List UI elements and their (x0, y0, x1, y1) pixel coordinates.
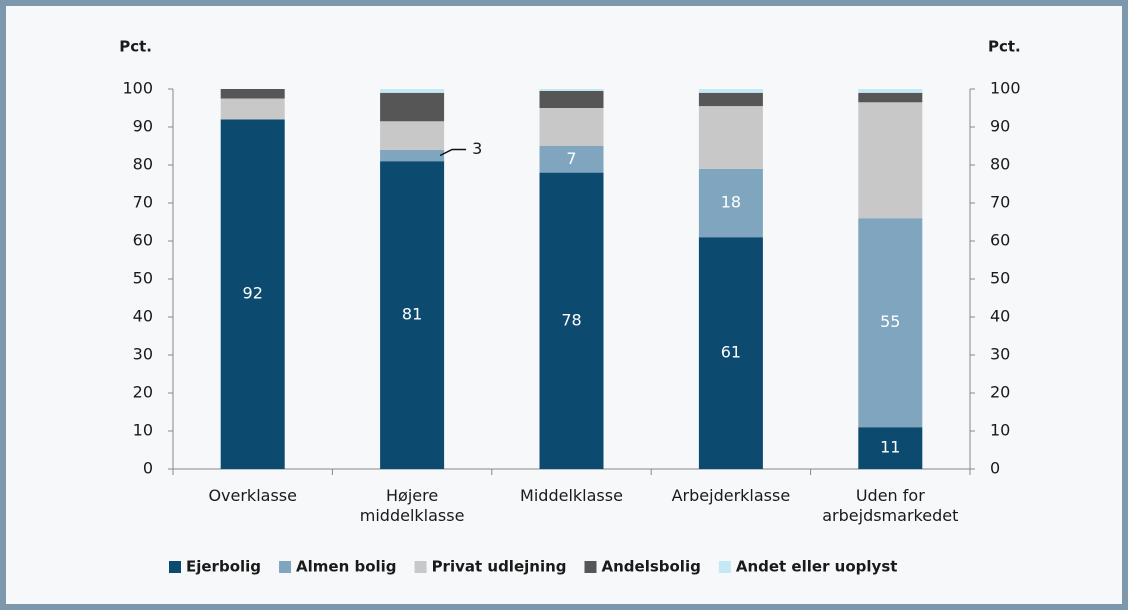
y2-tick-label: 100 (990, 79, 1021, 98)
bar-segment (539, 89, 604, 91)
bar-segment (858, 92, 923, 103)
bar-segment (380, 121, 445, 150)
bar-segment (380, 89, 445, 93)
y2-tick-label: 60 (990, 231, 1010, 250)
y2-tick-label: 10 (990, 421, 1010, 440)
y2-tick-label: 20 (990, 383, 1010, 402)
bar-segment (539, 172, 604, 469)
legend-swatch (718, 561, 731, 573)
legend-label: Almen bolig (296, 558, 397, 576)
data-label: 11 (880, 438, 900, 457)
y2-tick-label: 80 (990, 155, 1010, 174)
bar-segment (698, 106, 763, 169)
y2-axis-label: Pct. (988, 38, 1021, 56)
bar-segment (380, 92, 445, 122)
y-tick-label: 100 (122, 79, 153, 98)
bar-segment (539, 90, 604, 108)
y-tick-label: 20 (133, 383, 153, 402)
legend-swatch (414, 561, 427, 573)
bar-segment (858, 89, 923, 93)
bar-segment (380, 149, 445, 162)
bar-segment (220, 98, 285, 120)
x-tick-label: Uden for arbejdsmarkedet (822, 486, 958, 525)
legend-label: Andet eller uoplyst (736, 558, 898, 576)
legend-label: Andelsbolig (602, 558, 701, 576)
y2-tick-label: 30 (990, 345, 1010, 364)
bar-segment (858, 218, 923, 428)
data-label: 92 (243, 284, 263, 303)
legend-label: Privat udlejning (432, 558, 567, 576)
bar-segment (698, 168, 763, 238)
leader-line (439, 148, 467, 157)
data-label: 61 (721, 343, 741, 362)
bar-segment (539, 146, 604, 173)
y-tick-label: 90 (133, 117, 153, 136)
data-label: 78 (561, 310, 581, 329)
bar-segment (380, 161, 445, 469)
bar-segment (220, 89, 285, 99)
x-tick-label: Højere middelklasse (360, 486, 465, 525)
bar-segment (220, 119, 285, 470)
data-label: 18 (721, 193, 741, 212)
y-tick-label: 0 (143, 459, 153, 478)
legend-swatch (584, 561, 597, 573)
legend-swatch (169, 561, 181, 573)
bar-segment (698, 92, 763, 107)
data-label: 81 (402, 305, 422, 324)
y2-tick-label: 0 (990, 459, 1000, 478)
bar-segment (698, 89, 763, 93)
legend-label: Ejerbolig (186, 558, 261, 576)
x-tick-label: Arbejderklasse (672, 486, 791, 505)
y2-tick-label: 90 (990, 117, 1010, 136)
y2-tick-label: 40 (990, 307, 1010, 326)
y2-tick-label: 70 (990, 193, 1010, 212)
y-axis-label: Pct. (119, 38, 152, 56)
bar-segment (539, 108, 604, 146)
bar-segment (858, 102, 923, 219)
y-tick-label: 10 (133, 421, 153, 440)
bar-segment (858, 427, 923, 469)
y-tick-label: 60 (133, 231, 153, 250)
y-tick-label: 70 (133, 193, 153, 212)
y-tick-label: 40 (133, 307, 153, 326)
y2-tick-label: 50 (990, 269, 1010, 288)
x-tick-label: Middelklasse (520, 486, 623, 505)
data-label: 3 (472, 139, 482, 158)
data-label: 55 (880, 312, 900, 331)
chart: Pct. Pct. 0 10 20 30 40 50 60 70 80 90 100 0 10 20 30 4… (119, 38, 1021, 576)
data-label: 7 (566, 149, 576, 168)
legend-swatch (279, 561, 292, 573)
y-tick-label: 30 (133, 345, 153, 364)
y-tick-label: 50 (133, 269, 153, 288)
bar-segment (698, 237, 763, 469)
y-tick-label: 80 (133, 155, 153, 174)
x-tick-label: Overklasse (208, 486, 297, 505)
